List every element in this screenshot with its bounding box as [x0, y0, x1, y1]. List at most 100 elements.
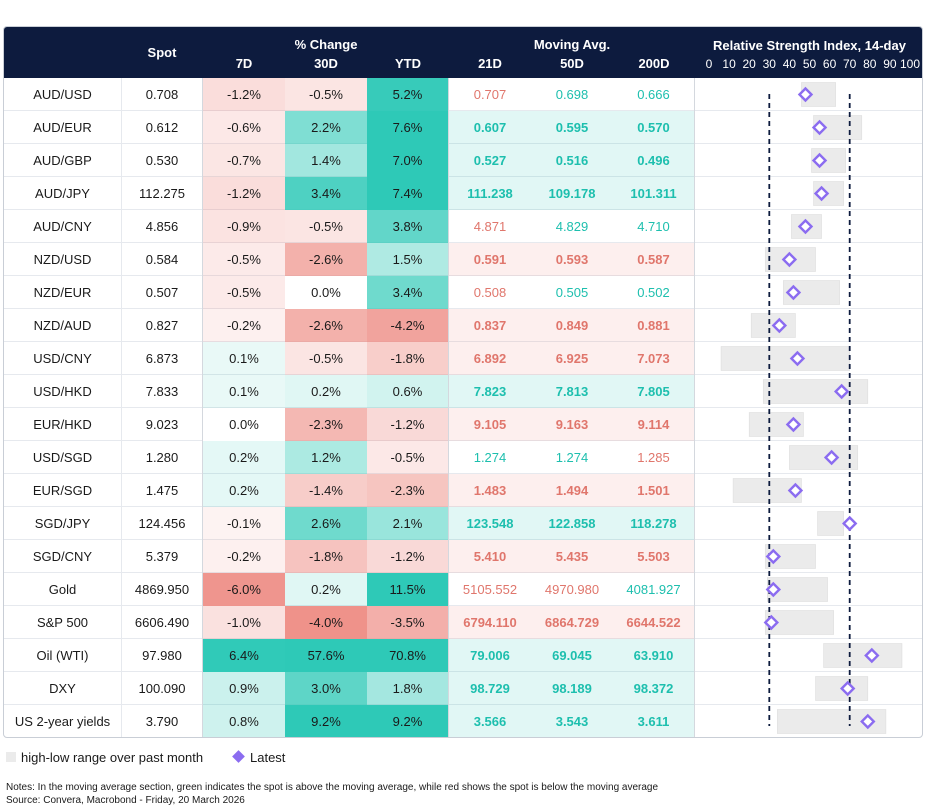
row-name: Oil (WTI): [36, 648, 89, 663]
ma-21d: 6.892: [449, 342, 531, 375]
change-30d: -0.5%: [285, 342, 367, 375]
change-ytd: 2.1%: [367, 507, 449, 540]
spot-value: 112.275: [121, 177, 203, 210]
change-ytd: 9.2%: [367, 705, 449, 737]
rsi-range-bar: [817, 511, 844, 536]
row-name: NZD/USD: [33, 252, 92, 267]
change-ytd: 7.6%: [367, 111, 449, 144]
spot-value: 6.873: [121, 342, 203, 375]
rsi-latest-marker: [797, 86, 814, 103]
table-row: SGD/JPY 124.456 -0.1% 2.6% 2.1% 123.548 122.85…: [4, 507, 922, 540]
ma-21d: 6794.110: [449, 606, 531, 639]
ma-200d: 4081.927: [613, 573, 695, 606]
ma-200d: 118.278: [613, 507, 695, 540]
change-ytd: -4.2%: [367, 309, 449, 342]
ma-50d: 3.543: [531, 705, 613, 737]
rsi-tick-label: 80: [863, 57, 877, 71]
rsi-tick-label: 0: [705, 57, 713, 71]
change-7d: 6.4%: [203, 639, 285, 672]
row-name: USD/HKD: [33, 384, 92, 399]
table-row: AUD/GBP 0.530 -0.7% 1.4% 7.0% 0.527 0.516 0.496: [4, 144, 922, 177]
change-7d: -0.2%: [203, 540, 285, 573]
change-ytd: 7.0%: [367, 144, 449, 177]
change-ytd: 3.4%: [367, 276, 449, 309]
rsi-latest-marker: [842, 515, 858, 532]
row-name: AUD/EUR: [33, 120, 92, 135]
change-7d: -0.5%: [203, 243, 285, 276]
row-name: US 2-year yields: [14, 714, 111, 729]
rsi-tick-label: 20: [742, 57, 756, 71]
ma-200d: 63.910: [613, 639, 695, 672]
change-30d: -2.6%: [285, 243, 367, 276]
table-row: NZD/USD 0.584 -0.5% -2.6% 1.5% 0.591 0.593 0.58…: [4, 243, 922, 276]
row-name: NZD/EUR: [33, 285, 92, 300]
change-7d: 0.2%: [203, 441, 285, 474]
legend-latest-label: Latest: [250, 750, 286, 765]
table-row: EUR/SGD 1.475 0.2% -1.4% -2.3% 1.483 1.494 1.50…: [4, 474, 922, 507]
change-7d: -0.6%: [203, 111, 285, 144]
ma-21d: 9.105: [449, 408, 531, 441]
data-table-frame: Spot % Change 7D 30D YTD Moving Avg. 21D…: [3, 26, 923, 738]
spot-value: 0.612: [121, 111, 203, 144]
ma-50d: 0.698: [555, 87, 589, 102]
change-7d: 0.9%: [203, 672, 285, 705]
ma-200d: 0.666: [613, 78, 695, 111]
change-30d: -1.8%: [285, 540, 367, 573]
rsi-chart: [720, 82, 903, 734]
change-30d: 0.0%: [285, 276, 367, 309]
ma-200d: 1.501: [613, 474, 695, 507]
spot-value: 6606.490: [121, 606, 203, 639]
rsi-latest-marker: [864, 647, 880, 664]
ma-21d: 111.238: [449, 177, 531, 210]
change-7d: -1.2%: [203, 78, 285, 111]
header-200d: 200D: [638, 56, 670, 71]
table-row: AUD/JPY 112.275 -1.2% 3.4% 7.4% 111.238 109.17…: [4, 177, 922, 210]
change-30d: -0.5%: [285, 78, 367, 111]
change-ytd: 0.6%: [367, 375, 449, 408]
rsi-range-bar: [762, 379, 869, 404]
row-name: Gold: [48, 582, 77, 597]
table-row: Gold 4869.950 -6.0% 0.2% 11.5% 5105.552 4970.9…: [4, 573, 922, 606]
header-moving-avg: Moving Avg.: [533, 37, 611, 52]
rsi-latest-marker: [811, 119, 828, 136]
rsi-latest-marker: [781, 251, 798, 268]
change-30d: 3.0%: [285, 672, 367, 705]
ma-50d: 7.813: [531, 375, 613, 408]
rsi-tick-label: 60: [822, 57, 837, 71]
ma-50d: 98.189: [531, 672, 613, 705]
rsi-tick-label: 70: [843, 57, 857, 71]
header-7d: 7D: [235, 56, 253, 71]
change-30d: -2.6%: [285, 309, 367, 342]
ma-21d: 0.527: [449, 144, 531, 177]
ma-50d: 0.593: [531, 243, 613, 276]
ma-21d: 7.823: [449, 375, 531, 408]
change-7d: 0.1%: [203, 342, 285, 375]
table-header: Spot % Change 7D 30D YTD Moving Avg. 21D…: [4, 27, 922, 78]
rsi-tick-label: 10: [722, 57, 736, 71]
ma-21d: 5105.552: [462, 582, 518, 597]
table-row: AUD/USD 0.708 -1.2% -0.5% 5.2% 0.707 0.698 0.66…: [4, 78, 922, 111]
row-name: EUR/HKD: [33, 417, 92, 432]
change-30d: 1.2%: [285, 441, 367, 474]
spot-value: 9.023: [121, 408, 203, 441]
table-row: Oil (WTI) 97.980 6.4% 57.6% 70.8% 79.006 69.04…: [4, 639, 922, 672]
row-name: DXY: [49, 681, 76, 696]
ma-21d: 79.006: [449, 639, 531, 672]
change-7d: -0.9%: [203, 210, 285, 243]
change-ytd: 1.5%: [367, 243, 449, 276]
rsi-latest-marker: [833, 383, 850, 400]
rsi-latest-marker: [785, 416, 802, 433]
ma-200d: 98.372: [613, 672, 695, 705]
rsi-latest-marker: [789, 350, 806, 367]
row-name: AUD/USD: [33, 87, 92, 102]
ma-21d: 3.566: [449, 705, 531, 737]
change-ytd: -2.3%: [367, 474, 449, 507]
table-row: AUD/CNY 4.856 -0.9% -0.5% 3.8% 4.871 4.829 4.71…: [4, 210, 922, 243]
rsi-latest-marker: [813, 185, 830, 202]
ma-200d: 7.073: [613, 342, 695, 375]
ma-21d: 0.607: [449, 111, 531, 144]
ma-200d: 4.710: [613, 210, 695, 243]
ma-21d: 5.410: [449, 540, 531, 573]
spot-value: 4869.950: [121, 573, 203, 606]
rsi-tick-label: 40: [782, 57, 797, 71]
